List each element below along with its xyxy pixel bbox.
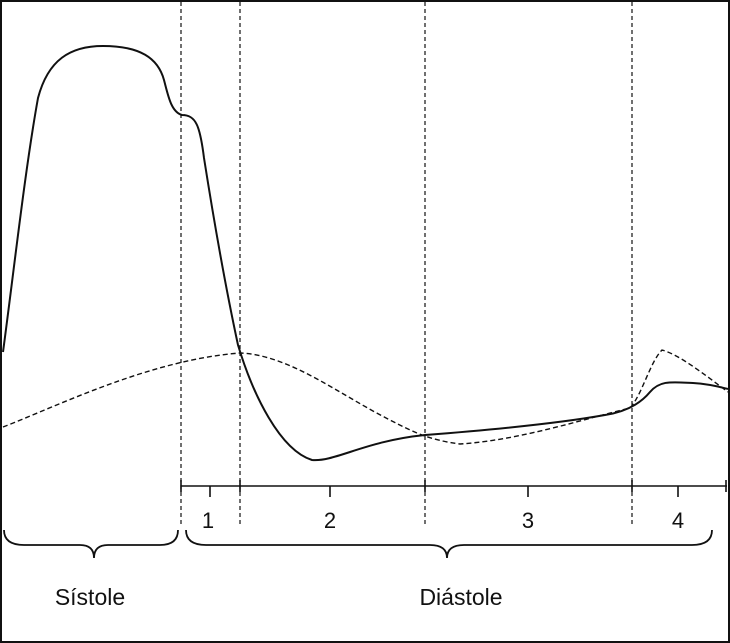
systole-label: Sístole [55, 584, 125, 610]
phase-bracket [180, 480, 727, 497]
phase-label-3: 3 [522, 508, 534, 533]
phase-dividers [180, 2, 633, 525]
solid-pressure-curve [2, 45, 729, 462]
phase-label-2: 2 [324, 508, 336, 533]
diastole-brace [185, 529, 713, 559]
phase-label-4: 4 [672, 508, 684, 533]
systole-brace [3, 529, 179, 559]
dashed-flow-curve [2, 349, 729, 445]
phase-label-1: 1 [202, 508, 214, 533]
diastole-label: Diástole [419, 584, 502, 610]
